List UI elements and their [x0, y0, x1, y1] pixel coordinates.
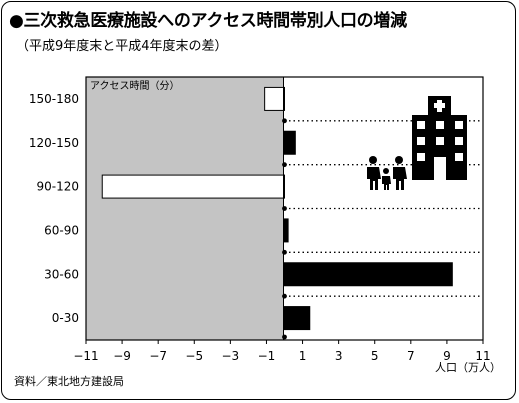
zero-axis-dot	[282, 206, 287, 211]
bar-0-30	[284, 306, 311, 331]
x-tick-label: 7	[407, 349, 415, 363]
x-tick-label: −7	[149, 349, 167, 363]
zero-axis-dot	[282, 249, 287, 255]
bar-120-150	[284, 130, 296, 155]
x-tick-label: 9	[443, 349, 451, 363]
x-tick-label: 3	[335, 349, 343, 363]
bar-150-180	[264, 86, 285, 111]
x-tick-label: −3	[222, 349, 240, 363]
plot-border	[85, 76, 484, 341]
bar-30-60	[284, 262, 453, 287]
y-axis-title: アクセス時間（分）	[90, 80, 180, 92]
source-note: 資料／東北地方建設局	[14, 375, 124, 388]
chart-title: ●三次救急医療施設へのアクセス時間帯別人口の増減	[9, 11, 407, 31]
zero-axis-dot	[282, 293, 287, 299]
x-axis-title: 人口（万人）	[435, 361, 501, 374]
x-tick-label: 1	[299, 349, 307, 363]
zero-axis-dot	[282, 118, 287, 124]
hospital-icon	[412, 96, 467, 180]
x-tick-label: 11	[475, 349, 490, 363]
negative-region-shading	[86, 77, 283, 340]
x-tick-label: −11	[73, 349, 98, 363]
x-tick-label: −1	[258, 349, 276, 363]
category-label: 30-60	[44, 267, 79, 281]
category-label: 90-120	[36, 180, 79, 194]
category-label: 120-150	[29, 136, 79, 150]
category-label: 0-30	[52, 311, 79, 325]
x-tick-label: −9	[113, 349, 131, 363]
zero-axis-dot	[282, 162, 287, 168]
x-tick-label: −5	[185, 349, 203, 363]
zero-axis-dot	[282, 334, 287, 340]
category-label: 60-90	[44, 223, 79, 237]
bar-90-120	[101, 174, 285, 199]
chart-subtitle: （平成9年度末と平成4年度末の差）	[16, 39, 228, 54]
family-icon	[367, 156, 407, 190]
category-label: 150-180	[29, 92, 79, 106]
x-tick-label: 5	[371, 349, 379, 363]
bar-60-90	[284, 218, 289, 243]
